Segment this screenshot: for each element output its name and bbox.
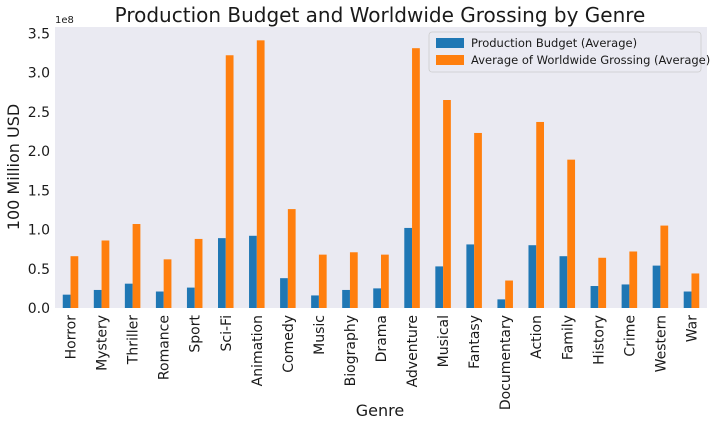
x-tick-label: Comedy [281,315,297,373]
bar-budget-history [590,286,599,308]
bar-grossing-comedy [287,209,296,308]
bar-budget-horror [62,294,71,308]
bar-grossing-western [660,225,669,308]
y-axis-label: 100 Million USD [4,104,23,230]
bar-grossing-animation [256,40,265,309]
bar-grossing-horror [70,256,79,308]
y-tick-label: 1.0 [28,223,50,239]
bar-grossing-adventure [412,48,420,308]
y-tick-label: 2.5 [28,105,50,121]
bar-budget-crime [621,284,630,308]
bar-budget-music [311,295,319,308]
x-tick-label: Sport [188,314,204,352]
x-tick-label: Thriller [126,315,142,365]
bar-budget-fantasy [466,244,475,308]
x-tick-label: Documentary [498,315,514,410]
x-tick-label: Western [653,315,669,372]
bar-grossing-mystery [101,240,110,308]
bars-group [62,40,700,309]
x-tick-label: Biography [343,315,359,386]
legend-swatch-grossing [436,55,464,65]
x-tick-label: Horror [64,315,80,360]
bar-grossing-fantasy [474,132,482,308]
bar-budget-animation [249,235,257,308]
bar-budget-action [528,245,537,308]
y-tick-label: 0.5 [28,262,50,278]
legend-label-budget: Production Budget (Average) [471,36,637,50]
x-tick-label: Music [312,315,328,355]
bar-budget-thriller [124,283,133,308]
x-tick-label: Adventure [405,315,421,387]
x-tick-label: Mystery [95,315,111,371]
y-tick-label: 0.0 [28,301,50,317]
legend-label-grossing: Average of Worldwide Grossing (Average) [471,53,710,67]
bar-grossing-crime [629,251,638,308]
legend: Production Budget (Average) Average of W… [428,31,710,73]
bar-grossing-documentary [505,280,513,308]
x-tick-label: Drama [374,315,390,362]
bar-budget-war [683,291,692,308]
bar-budget-mystery [93,289,102,308]
y-tick-label: 3.0 [28,66,50,82]
bar-grossing-biography [349,252,358,308]
bar-budget-family [559,256,568,308]
bar-grossing-war [691,273,700,308]
x-tick-label: Romance [157,315,173,380]
bar-grossing-action [536,121,544,308]
bar-grossing-drama [381,254,389,308]
bar-grossing-thriller [132,224,141,308]
y-tick-label: 2.0 [28,144,50,160]
bar-grossing-musical [443,100,451,308]
bar-budget-biography [342,289,350,308]
bar-grossing-sport [194,238,203,308]
bar-grossing-sci-fi [225,55,234,309]
x-tick-label: War [684,315,700,343]
bar-grossing-music [318,254,327,308]
x-axis-label: Genre [356,401,404,420]
legend-swatch-budget [436,38,464,48]
x-tick-label: Sci-Fi [219,315,235,351]
bar-budget-comedy [280,278,288,308]
x-tick-label: Animation [250,315,266,386]
x-tick-label: Action [529,315,545,359]
y-tick-label: 1.5 [28,183,50,199]
y-scale-label: 1e8 [55,15,74,26]
bar-budget-adventure [404,227,413,308]
bar-grossing-family [567,159,576,308]
x-tick-label: Musical [436,315,452,367]
bar-budget-romance [155,291,164,308]
bar-budget-sci-fi [218,238,226,308]
x-tick-label: Family [560,315,576,360]
y-ticks-group: 0.0 0.5 1.0 1.5 2.0 2.5 3.0 3.5 [28,26,50,317]
x-ticks-group: Horror Mystery Thriller Romance Sport Sci-Fi A… [64,314,701,410]
bar-budget-documentary [497,299,506,308]
legend-box [428,31,702,73]
bar-budget-drama [373,288,381,308]
chart-title: Production Budget and Worldwide Grossing… [115,3,646,27]
bar-budget-musical [435,266,444,308]
x-tick-label: Fantasy [467,315,483,369]
bar-grossing-romance [163,259,172,308]
bar-grossing-history [598,257,607,308]
y-tick-label: 3.5 [28,26,50,42]
bar-budget-sport [186,287,195,308]
x-tick-label: Crime [622,315,638,357]
bar-budget-western [652,265,661,308]
x-tick-label: History [591,315,607,365]
